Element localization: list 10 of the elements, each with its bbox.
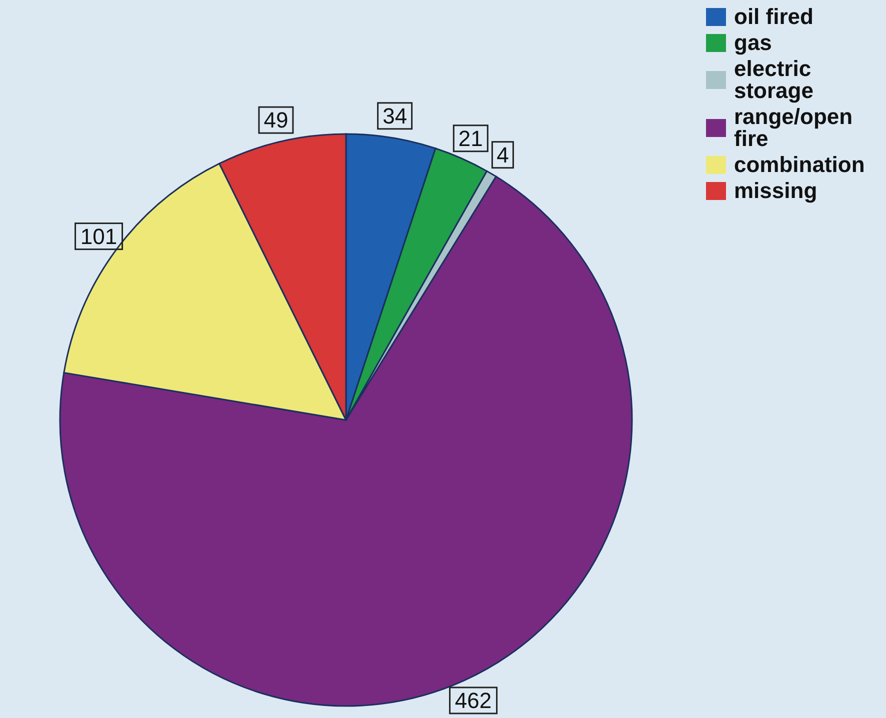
data-label: 34 [382, 103, 408, 128]
legend-label: missing [734, 178, 818, 203]
data-label: 101 [80, 224, 118, 249]
data-label: 49 [264, 108, 288, 133]
data-label: 4 [496, 142, 509, 168]
legend-label: oil fired [734, 4, 814, 29]
legend-label: combination [734, 152, 865, 177]
legend-label: gas [734, 30, 772, 55]
data-label: 462 [454, 688, 492, 713]
data-label: 21 [458, 126, 483, 151]
